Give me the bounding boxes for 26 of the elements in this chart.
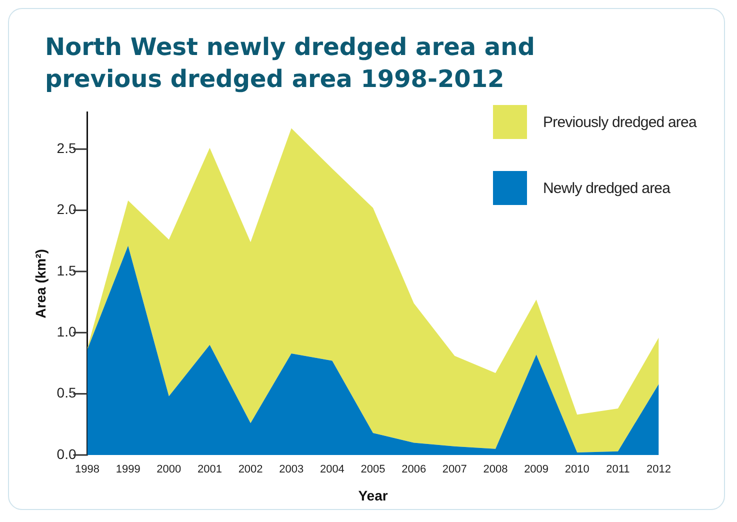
x-tick-label: 2006	[402, 464, 426, 476]
x-tick-label: 2001	[197, 464, 222, 476]
legend-label: Previously dredged area	[543, 114, 696, 130]
x-tick-label: 2008	[483, 464, 508, 476]
x-axis-title: Year	[358, 487, 388, 504]
x-tick-label: 1999	[116, 464, 140, 476]
x-tick-label: 1998	[75, 464, 100, 476]
y-tick-label: 0.0	[56, 446, 76, 462]
x-tick-label: 2005	[360, 464, 386, 476]
x-tick-label: 2002	[238, 464, 263, 476]
x-tick-label: 2011	[606, 464, 630, 476]
x-tick-label: 2004	[320, 464, 344, 476]
legend-label: Newly dredged area	[543, 180, 670, 196]
x-tick-label: 2000	[156, 464, 182, 476]
x-tick-label: 2012	[646, 464, 672, 476]
y-tick-label: 2.5	[56, 140, 76, 156]
x-tick-label: 2009	[524, 464, 549, 476]
y-tick-label: 2.0	[56, 201, 76, 218]
y-tick-label: 1.5	[56, 262, 76, 278]
y-tick-label: 1.0	[56, 324, 76, 340]
x-tick-label: 2003	[279, 464, 304, 476]
y-tick-label: 0.5	[56, 384, 76, 401]
y-axis-title: Area (km²)	[32, 249, 48, 318]
x-tick-label: 2007	[442, 464, 467, 476]
x-tick-label: 2010	[564, 464, 590, 476]
chart-title: North West newly dredged area and previous dredged area 1998-2012	[44, 32, 536, 95]
